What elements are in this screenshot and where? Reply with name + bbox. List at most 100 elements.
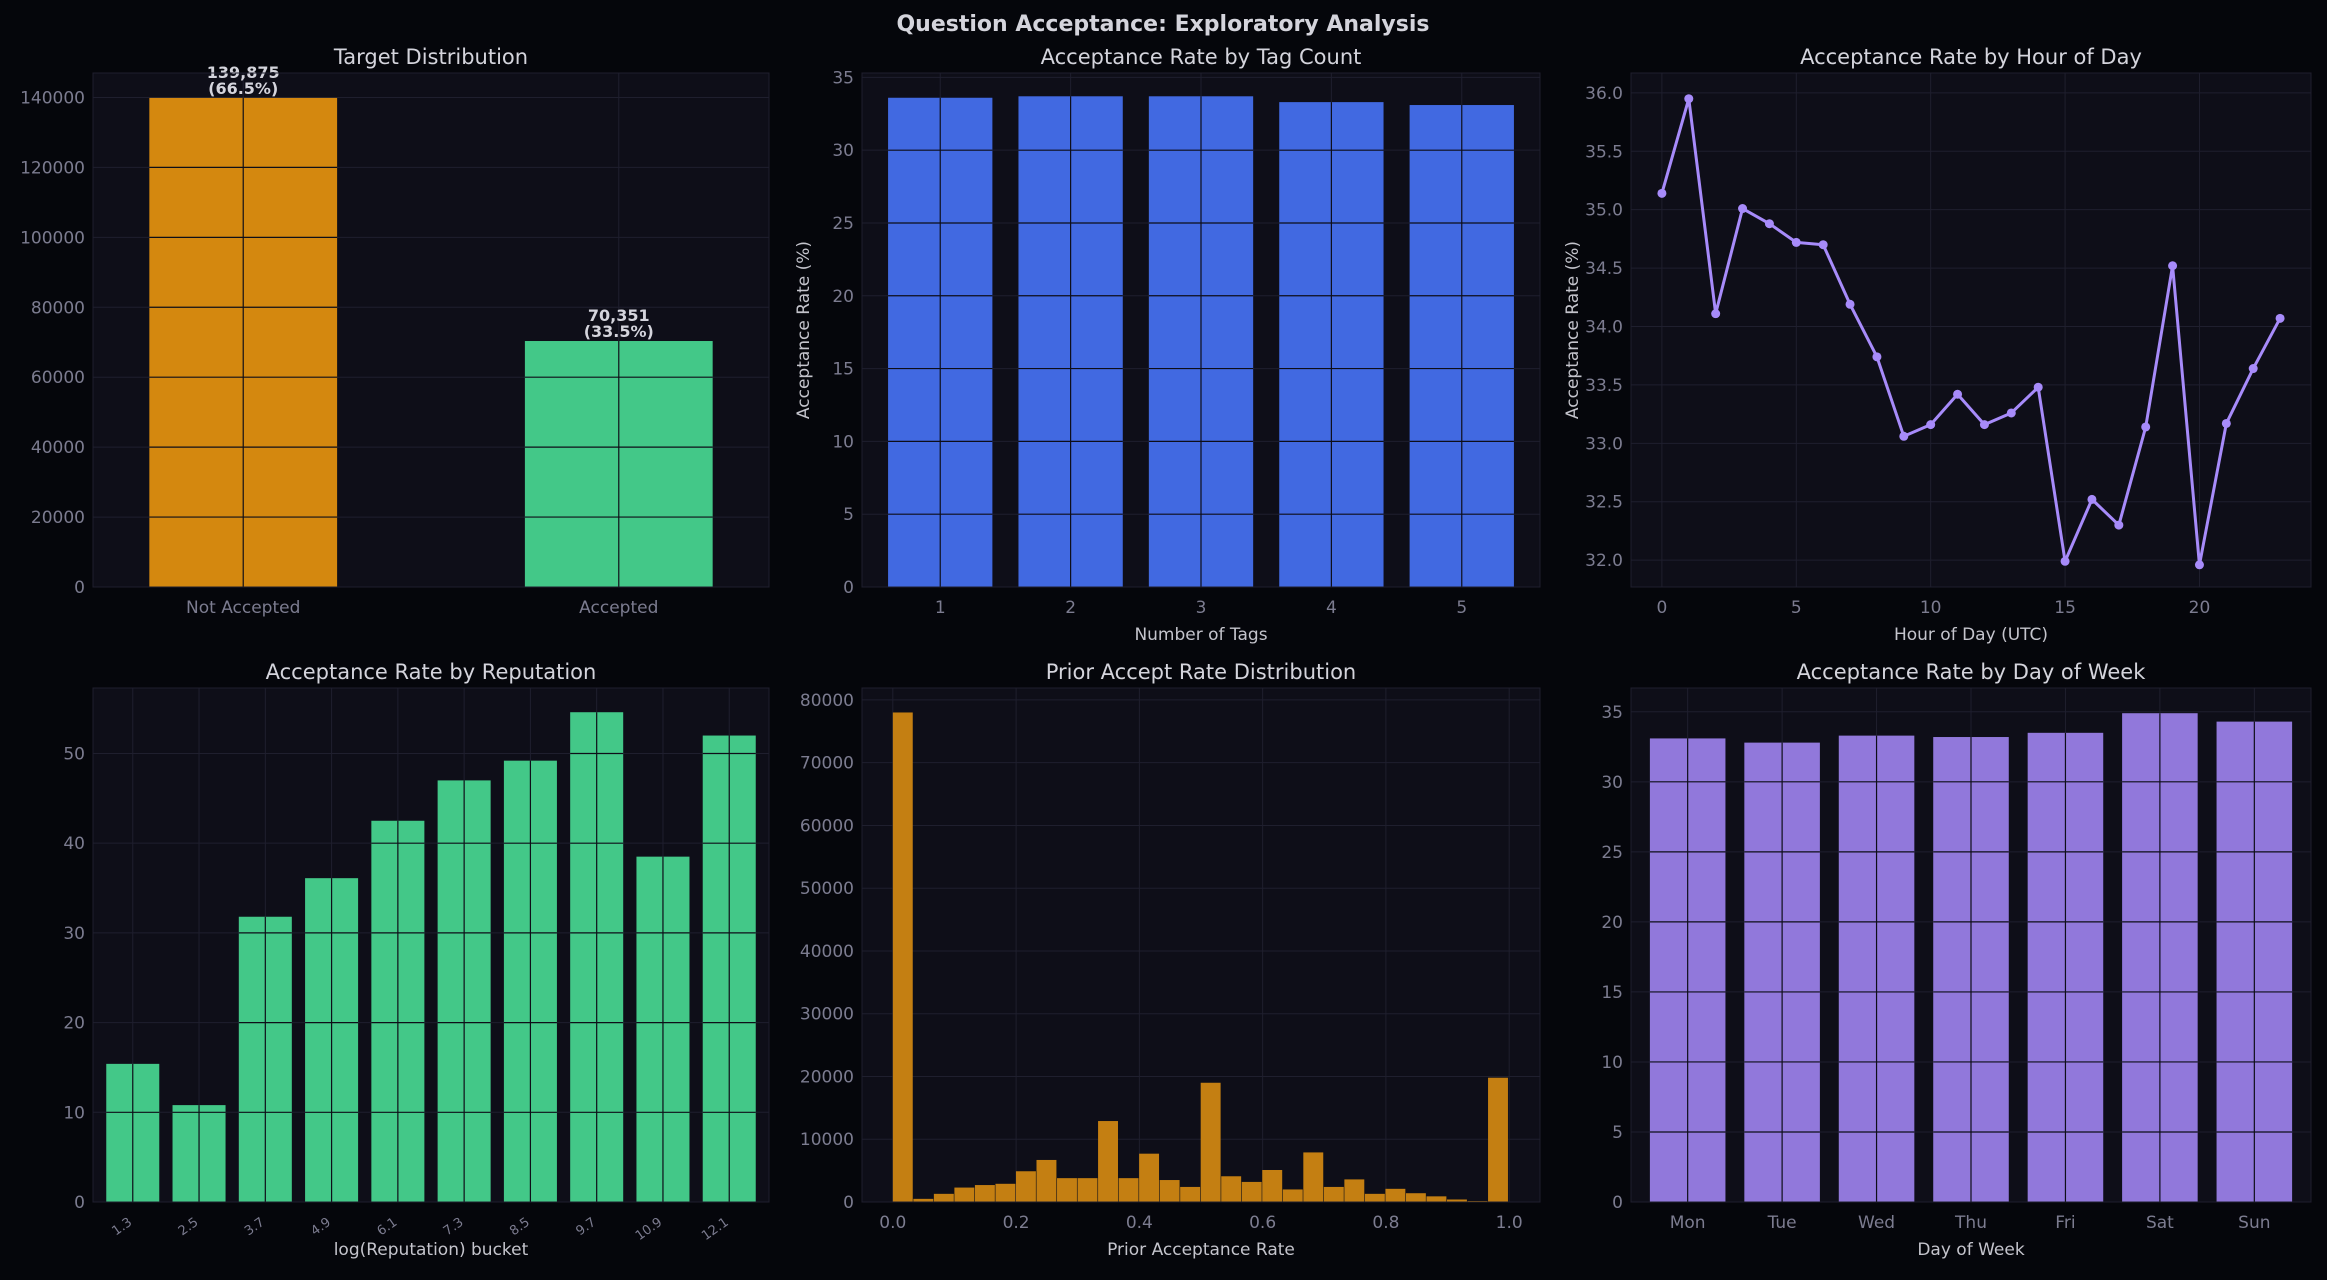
data-point	[1899, 431, 1909, 441]
x-tick-label: 1	[935, 598, 946, 618]
histogram-bin	[1118, 1178, 1139, 1202]
y-tick-label: 60000	[800, 816, 854, 836]
y-tick-label: 80000	[31, 298, 85, 318]
data-point	[1657, 188, 1667, 198]
plot-frame	[861, 687, 1541, 1203]
y-tick-label: 50000	[800, 879, 854, 899]
y-tick-label: 70000	[800, 754, 854, 774]
data-point	[1926, 420, 1936, 430]
x-tick-label: Mon	[1670, 1213, 1706, 1233]
y-tick-label: 100000	[20, 228, 85, 248]
y-tick-label: 25	[1601, 843, 1623, 863]
y-tick-label: 15	[1601, 983, 1623, 1003]
data-point	[1738, 204, 1748, 214]
y-axis-label: Acceptance Rate (%)	[794, 241, 814, 419]
x-tick-label: 3	[1196, 598, 1207, 618]
y-tick-label: 20	[63, 1014, 85, 1034]
y-tick-label: 35.0	[1585, 201, 1623, 221]
y-tick-label: 34.0	[1585, 317, 1623, 337]
y-tick-label: 0	[843, 1193, 854, 1213]
y-tick-label: 0	[74, 578, 85, 598]
data-point	[2060, 556, 2070, 566]
x-tick-label: 0.0	[879, 1213, 906, 1233]
panel-acceptance-by-day-of-week: Acceptance Rate by Day of Week Day of Wee…	[1601, 660, 2312, 1260]
x-tick-label: 15	[2054, 598, 2076, 618]
y-tick-label: 5	[843, 505, 854, 525]
y-tick-label: 35	[1601, 703, 1623, 723]
y-tick-label: 30	[832, 141, 854, 161]
histogram-bin	[1282, 1189, 1303, 1202]
y-tick-label: 20000	[800, 1067, 854, 1087]
y-tick-label: 60000	[31, 368, 85, 388]
y-tick-label: 10	[63, 1103, 85, 1123]
x-axis-label: Prior Acceptance Rate	[1107, 1240, 1295, 1260]
y-tick-label: 32.0	[1585, 551, 1623, 571]
data-point	[1711, 309, 1721, 319]
y-tick-label: 30	[1601, 773, 1623, 793]
y-tick-label: 40000	[800, 942, 854, 962]
plot-title: Acceptance Rate by Tag Count	[1041, 45, 1362, 69]
panel-acceptance-by-hour: Acceptance Rate by Hour of Day Hour of Da…	[1563, 45, 2312, 645]
y-tick-label: 33.5	[1585, 376, 1623, 396]
plot-frame	[1630, 687, 2312, 1203]
data-point	[2275, 313, 2285, 323]
y-tick-label: 30000	[800, 1005, 854, 1025]
histogram-bin	[1077, 1178, 1098, 1202]
data-point	[1764, 219, 1774, 229]
data-point	[2168, 261, 2178, 271]
histogram-bin	[1323, 1186, 1344, 1202]
x-tick-label: Not Accepted	[186, 598, 300, 618]
y-tick-label: 10	[832, 432, 854, 452]
histogram-bin	[1385, 1188, 1406, 1202]
histogram-bin	[1241, 1181, 1262, 1202]
y-tick-label: 34.5	[1585, 259, 1623, 279]
histogram-bin	[1426, 1196, 1447, 1202]
bar-data-label: (66.5%)	[208, 79, 278, 98]
bar-data-label: 70,351	[588, 306, 650, 325]
panel-prior-accept-rate-distribution: Prior Accept Rate Distribution Prior Acce…	[800, 660, 1541, 1260]
y-tick-label: 10	[1601, 1053, 1623, 1073]
histogram-bin	[1098, 1121, 1118, 1202]
histogram-bin	[1139, 1153, 1160, 1202]
histogram-bin	[1036, 1159, 1057, 1202]
y-tick-label: 20	[832, 287, 854, 307]
data-point	[1684, 94, 1694, 104]
histogram-bin	[1015, 1171, 1036, 1202]
histogram-bin	[1221, 1176, 1242, 1202]
x-tick-label: 4	[1326, 598, 1337, 618]
data-point	[2194, 560, 2204, 570]
y-tick-label: 5	[1612, 1123, 1623, 1143]
x-tick-label: 1.0	[1496, 1213, 1523, 1233]
data-point	[1872, 352, 1882, 362]
y-tick-label: 35	[832, 68, 854, 88]
histogram-bin	[1180, 1186, 1201, 1202]
panel-acceptance-by-reputation: Acceptance Rate by Reputation log(Reputat…	[63, 660, 770, 1260]
y-tick-label: 10000	[800, 1130, 854, 1150]
x-tick-label: Fri	[2055, 1213, 2075, 1233]
y-tick-label: 32.5	[1585, 493, 1623, 513]
x-tick-label: 5	[1456, 598, 1467, 618]
histogram-bin	[1303, 1152, 1324, 1202]
histogram-bin	[1344, 1179, 1365, 1202]
data-point	[1845, 299, 1855, 309]
data-point	[2221, 418, 2231, 428]
y-tick-label: 36.0	[1585, 84, 1623, 104]
y-tick-label: 50	[63, 744, 85, 764]
x-tick-label: 2	[1065, 598, 1076, 618]
histogram-bin	[1446, 1199, 1467, 1202]
x-tick-label: Wed	[1858, 1213, 1895, 1233]
bar-data-label: 139,875	[207, 63, 280, 82]
plot-frame	[1630, 72, 2312, 588]
histogram-bin	[1200, 1082, 1221, 1202]
data-point	[2114, 520, 2124, 530]
panel-acceptance-by-tag-count: Acceptance Rate by Tag Count Number of Ta…	[794, 45, 1541, 645]
histogram-bin	[974, 1185, 995, 1202]
x-tick-label: 0.2	[1003, 1213, 1030, 1233]
plot-frame	[861, 72, 1541, 588]
plot-title: Acceptance Rate by Day of Week	[1797, 660, 2147, 684]
x-tick-label: Sun	[2238, 1213, 2270, 1233]
histogram-bin	[913, 1198, 934, 1202]
panel-target-distribution: Target Distribution 0 20000 40000 60000 80000…	[20, 45, 770, 618]
figure-title: Question Acceptance: Exploratory Analysi…	[896, 12, 1429, 37]
